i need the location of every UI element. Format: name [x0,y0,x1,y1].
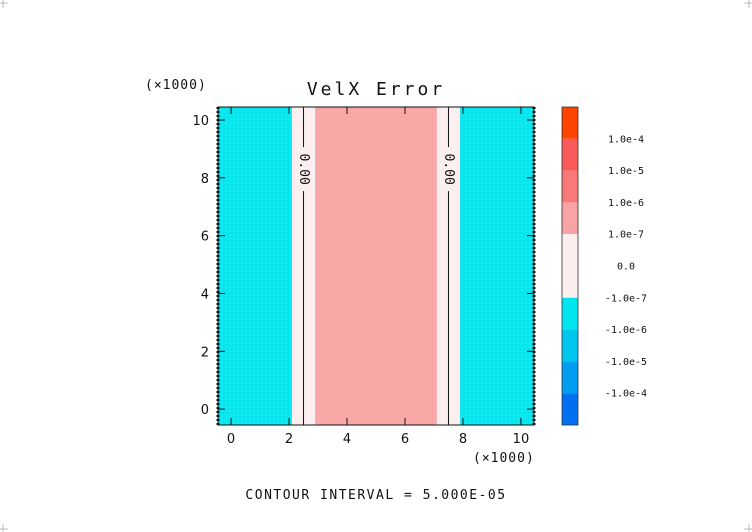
colorbar-swatch-3 [562,202,578,235]
contour-band-4 [460,107,534,425]
contour-bands [218,107,534,425]
y-tick-label-5: 10 [192,114,209,129]
colorbar-swatch-2 [562,170,578,203]
contour-lines: 0.00 0.00 [296,107,456,425]
y-tick-label-3: 6 [201,230,209,245]
chart-title: VelX Error [307,79,445,100]
contour-label-0: 0.00 [296,153,311,184]
colorbar-label-9: -1.0e-4 [605,389,647,400]
x-tick-label-1: 2 [285,432,293,447]
y-tick-label-4: 8 [201,172,209,187]
colorbar-label-2: 1.0e-5 [608,166,644,177]
contour-interval-note: CONTOUR INTERVAL = 5.000E-05 [245,488,506,503]
x-tick-label-2: 4 [343,432,351,447]
y-tick-label-0: 0 [201,403,209,418]
x-tick-label-0: 0 [227,432,235,447]
contour-band-2 [315,107,437,425]
x-tick-label-4: 8 [459,432,467,447]
y-multiplier-label: (×1000) [145,78,207,93]
boundary-dots [216,107,536,425]
colorbar-swatch-7 [562,329,578,362]
colorbar-frame [561,106,579,426]
x-multiplier-label: (×1000) [473,451,535,466]
colorbar-label-4: 1.0e-7 [608,230,644,241]
contour-band-0 [218,107,292,425]
colorbar-swatch-5 [562,266,578,298]
colorbar-swatch-0 [562,107,578,139]
contour-label-1: 0.00 [441,153,456,184]
y-tick-label-2: 4 [201,287,209,302]
colorbar-label-8: -1.0e-5 [605,357,647,368]
colorbar-swatch-6 [562,297,578,330]
colorbar-label-5: 0.0 [617,262,635,273]
colorbar-swatch-1 [562,138,578,171]
colorbar-label-3: 1.0e-6 [608,198,644,209]
y-axis: 0 2 4 6 8 10 [192,114,534,418]
colorbar: 1.0e-4 1.0e-5 1.0e-6 1.0e-7 0.0 -1.0e-7 -1.0e-… [561,106,647,426]
colorbar-swatch-8 [562,361,578,394]
plot-frame [217,106,535,426]
x-tick-label-5: 10 [513,432,530,447]
colorbar-swatch-4 [562,234,578,266]
x-axis: 0 2 4 6 8 10 [227,107,529,447]
colorbar-label-1: 1.0e-4 [608,134,644,145]
y-tick-label-1: 2 [201,345,209,360]
x-tick-label-3: 6 [401,432,409,447]
colorbar-label-7: -1.0e-6 [605,325,647,336]
colorbar-label-6: -1.0e-7 [605,293,647,304]
colorbar-swatch-9 [562,393,578,425]
